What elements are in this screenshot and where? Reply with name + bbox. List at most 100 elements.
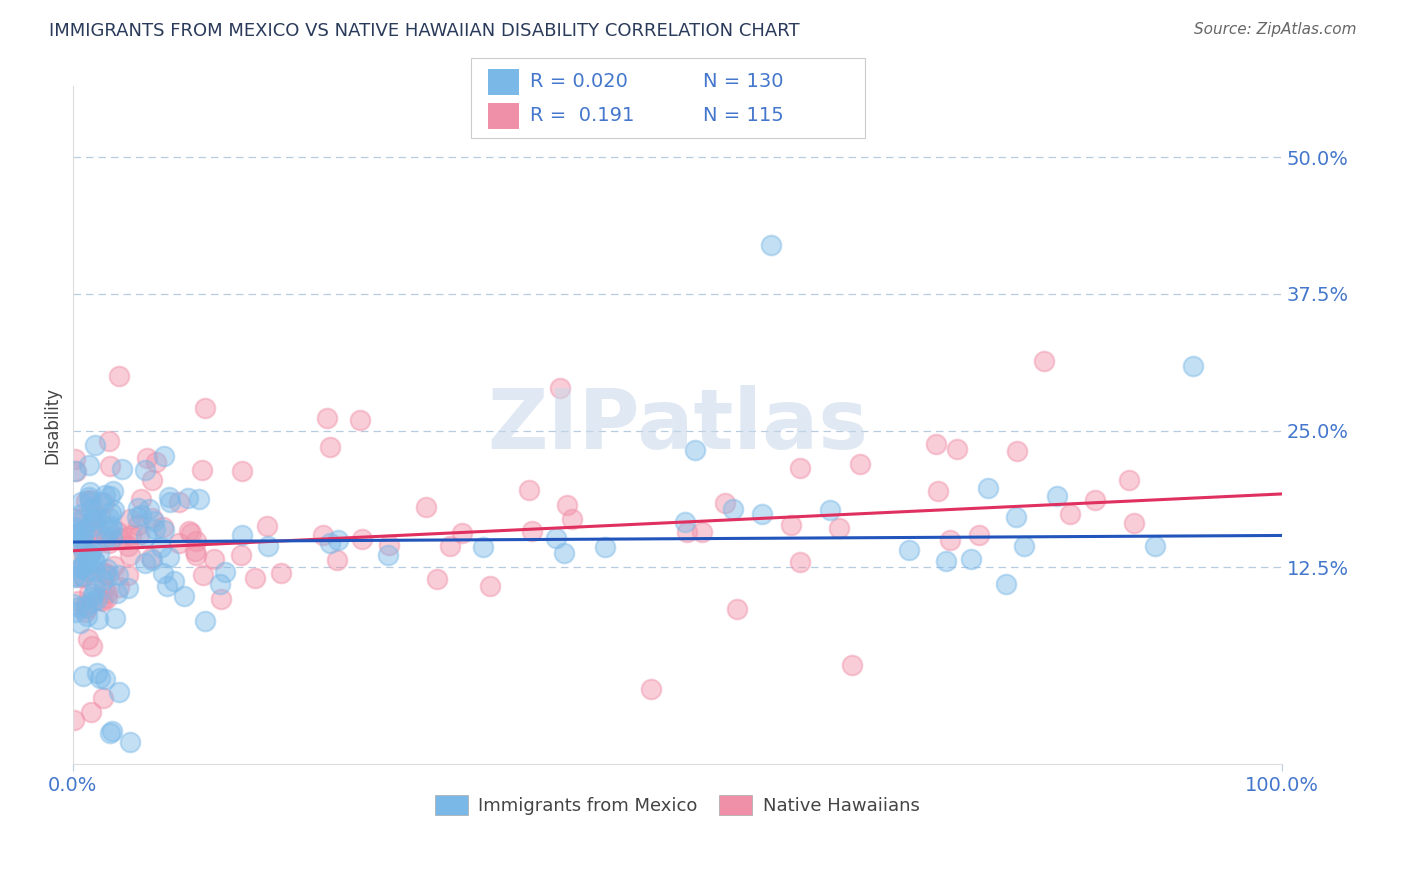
Point: [75, 599, 97, 613]
Point: [96, 531, 118, 545]
Point: [925, 436, 948, 450]
Point: [173, 590, 195, 604]
Point: [73, 527, 96, 541]
Point: [415, 500, 437, 515]
Point: [67, 512, 90, 526]
Point: [76, 609, 98, 624]
Point: [94, 672, 117, 686]
Point: [152, 523, 174, 537]
Point: [789, 461, 811, 475]
Point: [94, 487, 117, 501]
Point: [319, 440, 342, 454]
Point: [692, 525, 714, 540]
Point: [898, 543, 921, 558]
Point: [79, 585, 101, 599]
Text: R =  0.191: R = 0.191: [530, 105, 634, 125]
Point: [107, 524, 129, 539]
Point: [83, 504, 105, 518]
Point: [152, 520, 174, 534]
Point: [325, 553, 347, 567]
Point: [187, 492, 209, 507]
Point: [548, 381, 571, 395]
Point: [120, 527, 142, 541]
Point: [184, 548, 207, 562]
Point: [129, 508, 152, 523]
Point: [789, 555, 811, 569]
Point: [156, 579, 179, 593]
Point: [157, 490, 180, 504]
Point: [231, 528, 253, 542]
Point: [76, 565, 98, 579]
Text: IMMIGRANTS FROM MEXICO VS NATIVE HAWAIIAN DISABILITY CORRELATION CHART: IMMIGRANTS FROM MEXICO VS NATIVE HAWAIIA…: [49, 22, 800, 40]
Point: [193, 568, 215, 582]
Point: [177, 491, 200, 505]
Point: [94, 567, 117, 582]
Point: [73, 557, 96, 571]
Point: [63, 713, 86, 727]
Point: [193, 401, 215, 416]
Point: [111, 531, 134, 545]
Point: [377, 548, 399, 562]
Point: [96, 562, 118, 576]
Point: [97, 568, 120, 582]
Point: [167, 495, 190, 509]
Point: [319, 535, 342, 549]
Point: [1143, 539, 1166, 553]
Text: N = 115: N = 115: [703, 105, 783, 125]
Point: [98, 726, 121, 740]
Point: [111, 462, 134, 476]
Point: [67, 570, 90, 584]
Point: [101, 724, 124, 739]
Point: [134, 556, 156, 570]
Point: [179, 524, 201, 539]
Point: [66, 549, 89, 564]
Point: [69, 533, 91, 547]
Point: [108, 369, 131, 384]
Point: [97, 536, 120, 550]
Point: [194, 614, 217, 628]
Point: [77, 490, 100, 504]
Point: [377, 538, 399, 552]
Point: [202, 552, 225, 566]
Point: [127, 500, 149, 515]
Point: [945, 442, 967, 456]
Point: [439, 539, 461, 553]
Point: [80, 591, 103, 605]
Point: [65, 515, 87, 529]
Point: [93, 582, 115, 596]
Point: [97, 524, 120, 538]
Point: [67, 599, 90, 614]
Point: [841, 657, 863, 672]
Point: [62, 597, 84, 611]
Point: [84, 511, 107, 525]
Point: [63, 569, 86, 583]
Point: [105, 586, 128, 600]
Point: [91, 691, 114, 706]
Point: [76, 557, 98, 571]
Point: [141, 553, 163, 567]
Point: [136, 450, 159, 465]
Point: [76, 600, 98, 615]
Point: [79, 547, 101, 561]
Point: [82, 511, 104, 525]
Point: [759, 237, 782, 252]
Point: [72, 534, 94, 549]
Point: [84, 564, 107, 578]
Point: [231, 464, 253, 478]
Point: [995, 577, 1018, 591]
Point: [108, 531, 131, 545]
Point: [87, 523, 110, 537]
Text: R = 0.020: R = 0.020: [530, 71, 628, 91]
Point: [818, 502, 841, 516]
Point: [75, 597, 97, 611]
Point: [180, 525, 202, 540]
Point: [100, 506, 122, 520]
Point: [80, 705, 103, 719]
Point: [451, 525, 474, 540]
Point: [66, 594, 89, 608]
Point: [107, 685, 129, 699]
Point: [98, 459, 121, 474]
Point: [256, 539, 278, 553]
Point: [139, 551, 162, 566]
Point: [520, 524, 543, 538]
